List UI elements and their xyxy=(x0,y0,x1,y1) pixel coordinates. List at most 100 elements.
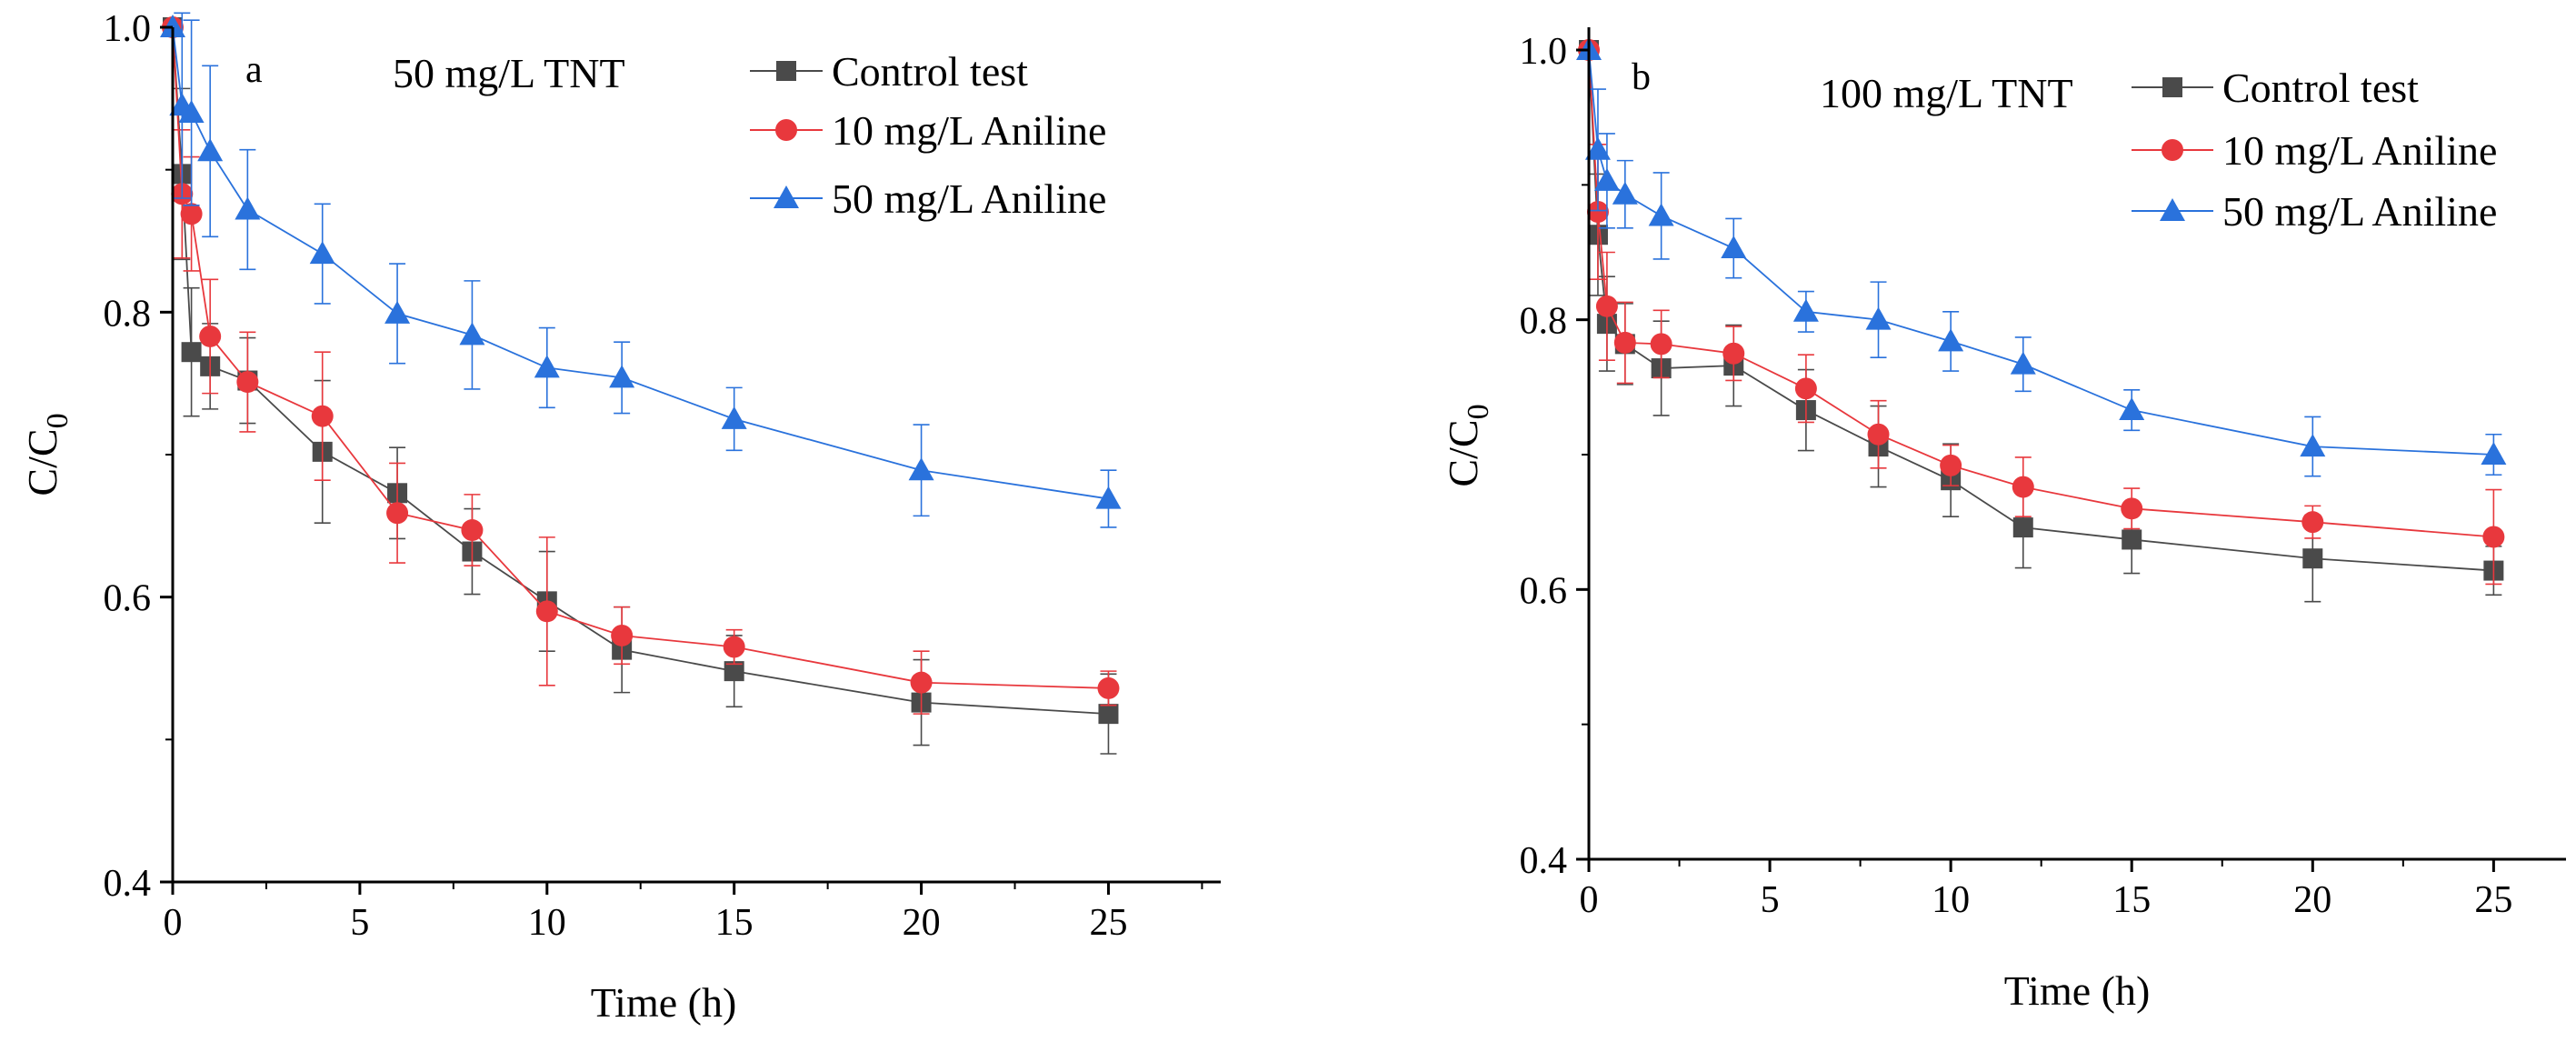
series-10-mg-l-aniline xyxy=(1578,39,2505,586)
data-point-circle xyxy=(535,600,558,623)
data-point-circle xyxy=(236,371,259,394)
y-tick-label: 0.8 xyxy=(104,293,152,335)
chart-panel-a: 0 5 10 15 20 25 0.4 0.6 0.8 1.0 Time (h) C/C0 a 5… xyxy=(19,8,1221,1026)
data-point-circle xyxy=(2121,497,2143,520)
data-point-circle xyxy=(611,624,634,646)
legend-item: 50 mg/L Aniline xyxy=(2132,188,2497,235)
data-point-triangle xyxy=(2481,442,2507,465)
series-10-mg-l-aniline xyxy=(162,16,1120,715)
data-point-circle xyxy=(1794,377,1817,400)
data-point-triangle xyxy=(235,196,261,220)
data-point-circle xyxy=(199,325,222,347)
data-point-triangle xyxy=(2010,351,2036,375)
data-point-circle xyxy=(386,502,409,525)
data-point-circle xyxy=(910,671,933,694)
data-point-triangle xyxy=(1095,486,1122,509)
x-tick-label: 25 xyxy=(2474,879,2512,921)
data-point-square xyxy=(724,661,744,682)
data-point-triangle xyxy=(1612,181,1638,205)
data-point-triangle xyxy=(309,241,335,265)
y-tick-label: 0.8 xyxy=(1520,301,1568,343)
data-point-square xyxy=(776,61,796,81)
legend-item: 10 mg/L Aniline xyxy=(2132,127,2497,174)
y-tick-label: 1.0 xyxy=(104,8,152,50)
data-point-square xyxy=(2302,548,2323,569)
legend-b: Control test 10 mg/L Aniline 50 mg/L Anili… xyxy=(2132,65,2497,235)
data-point-triangle xyxy=(459,322,485,346)
data-point-circle xyxy=(1940,454,1962,476)
data-point-circle xyxy=(2482,526,2505,548)
x-tick-label: 15 xyxy=(715,902,754,944)
legend-item: 50 mg/L Aniline xyxy=(750,175,1106,222)
x-tick-label: 0 xyxy=(164,902,183,944)
x-tick-label: 25 xyxy=(1089,902,1127,944)
y-axis-label: C/C0 xyxy=(19,413,75,496)
data-point-circle xyxy=(1722,342,1745,365)
data-point-triangle xyxy=(908,457,934,481)
data-point-triangle xyxy=(384,300,411,324)
legend-item: Control test xyxy=(750,48,1028,95)
x-tick-label: 10 xyxy=(1932,879,1970,921)
y-tick-label: 0.4 xyxy=(1520,840,1568,882)
data-point-circle xyxy=(1586,201,1609,223)
data-point-triangle xyxy=(2160,198,2185,221)
data-point-triangle xyxy=(1721,235,1747,259)
data-point-triangle xyxy=(2119,397,2145,421)
data-point-circle xyxy=(2162,139,2183,161)
svg-text:C/C0: C/C0 xyxy=(1440,404,1495,486)
data-point-triangle xyxy=(1648,203,1674,226)
x-tick-label: 5 xyxy=(350,902,369,944)
legend-a: Control test 10 mg/L Aniline 50 mg/L Anili… xyxy=(750,48,1106,222)
series-line xyxy=(1588,49,2494,538)
data-point-circle xyxy=(775,119,797,141)
data-point-triangle xyxy=(1584,136,1611,160)
data-point-circle xyxy=(2301,511,2324,534)
data-point-square xyxy=(1098,704,1119,725)
legend-label: 10 mg/L Aniline xyxy=(832,107,1106,154)
data-point-triangle xyxy=(1938,328,1964,352)
x-axis-label: Time (h) xyxy=(591,979,737,1026)
series-50-mg-l-aniline xyxy=(1576,37,2507,477)
data-point-circle xyxy=(1650,333,1672,356)
data-point-triangle xyxy=(197,138,224,162)
data-point-circle xyxy=(461,519,484,542)
x-tick-label: 20 xyxy=(903,902,941,944)
legend-label: 50 mg/L Aniline xyxy=(832,175,1106,222)
y-axis-label: C/C0 xyxy=(1440,404,1495,486)
legend-item: 10 mg/L Aniline xyxy=(750,107,1106,154)
x-tick-label: 5 xyxy=(1761,879,1780,921)
data-point-triangle xyxy=(178,100,205,123)
legend-label: Control test xyxy=(832,48,1028,95)
y-tick-label: 0.4 xyxy=(104,863,152,905)
condition-label-b: 100 mg/L TNT xyxy=(1820,70,2073,116)
data-point-triangle xyxy=(609,365,635,388)
data-point-triangle xyxy=(1593,167,1620,191)
y-tick-label: 0.6 xyxy=(104,578,152,620)
panel-label-b: b xyxy=(1632,56,1651,98)
series-50-mg-l-aniline xyxy=(160,12,1122,528)
data-point-circle xyxy=(1595,295,1618,317)
y-tick-label: 0.6 xyxy=(1520,570,1568,612)
series-control-test xyxy=(1579,40,2504,603)
data-point-triangle xyxy=(2300,434,2326,457)
legend-item: Control test xyxy=(2132,65,2419,111)
svg-text:C/C0: C/C0 xyxy=(19,413,75,496)
panel-label-a: a xyxy=(245,49,263,91)
data-point-triangle xyxy=(774,185,799,208)
chart-panel-b: 0 5 10 15 20 25 0.4 0.6 0.8 1.0 Time (h) C/C0 b 1… xyxy=(1440,27,2566,1014)
x-axis-label: Time (h) xyxy=(2004,967,2151,1014)
x-tick-label: 20 xyxy=(2293,879,2331,921)
data-point-circle xyxy=(180,203,203,225)
data-point-square xyxy=(2162,77,2182,97)
data-point-circle xyxy=(311,405,334,427)
data-point-circle xyxy=(1867,423,1890,446)
x-tick-label: 10 xyxy=(528,902,566,944)
condition-label-a: 50 mg/L TNT xyxy=(393,50,625,96)
legend-label: 10 mg/L Aniline xyxy=(2222,127,2497,174)
legend-label: Control test xyxy=(2222,65,2419,111)
data-point-square xyxy=(2012,517,2033,538)
data-point-circle xyxy=(1097,676,1120,699)
data-point-triangle xyxy=(721,406,747,429)
y-tick-label: 1.0 xyxy=(1520,31,1568,73)
data-point-triangle xyxy=(1865,306,1892,330)
